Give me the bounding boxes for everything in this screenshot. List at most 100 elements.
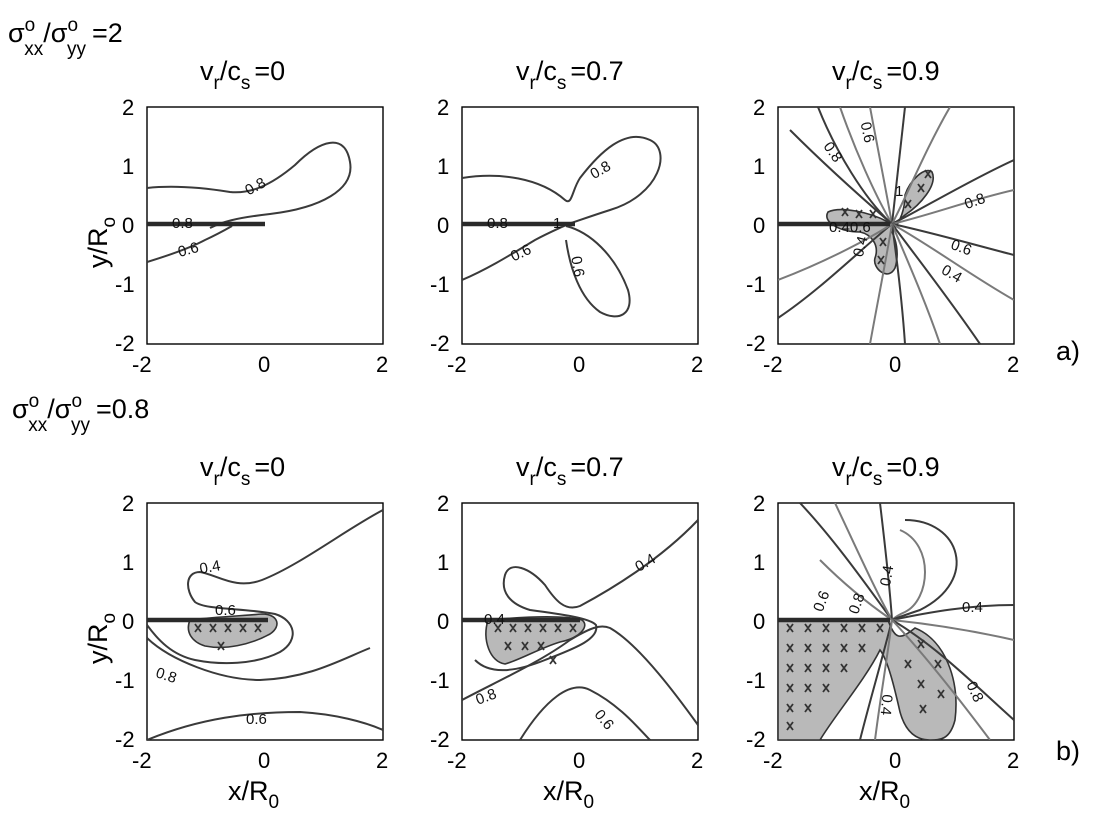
ylabel-row-a: y/Ro xyxy=(83,217,120,268)
contour-line xyxy=(891,529,926,621)
contour-line xyxy=(474,519,698,672)
panel-b2: 0.4 0.4 0.8 0.6 xyxy=(461,502,699,741)
contour-line xyxy=(859,619,893,740)
xtick-label: 2 xyxy=(1007,352,1019,377)
contour-line xyxy=(565,225,631,318)
contour-label: 1 xyxy=(553,215,561,232)
ylabel-row-b: y/Ro xyxy=(83,613,120,664)
contour-label: 0.4 xyxy=(484,611,505,628)
x-marker xyxy=(841,169,932,265)
contour-label: 0.6 xyxy=(949,236,974,259)
xtick-label: 2 xyxy=(376,352,388,377)
contour-line xyxy=(147,509,383,665)
contour-line xyxy=(147,141,352,229)
contour-label: 0.6 xyxy=(857,120,878,144)
xtick-label: 0 xyxy=(573,352,585,377)
panel-b3: 0.4 0.6 0.8 0.4 0.8 0.4 xyxy=(777,502,1015,741)
contour-line xyxy=(519,686,651,740)
x-marker xyxy=(194,623,262,651)
ytick-label: -1 xyxy=(746,272,766,297)
failure-region xyxy=(187,613,278,649)
contour-label: 1 xyxy=(895,183,903,200)
failure-region xyxy=(778,619,957,740)
contour-line xyxy=(891,619,991,740)
row-a-stress-ratio: σo xx/σo yy=2 xyxy=(8,15,123,60)
panel-title-a2: vr/cs =0.7 xyxy=(516,56,624,94)
ytick-label: 2 xyxy=(753,491,765,516)
ytick-label: 0 xyxy=(122,213,134,238)
contour-line xyxy=(891,619,1014,721)
contour-line xyxy=(147,637,371,682)
contour-line xyxy=(891,223,941,344)
contour-line xyxy=(778,223,893,319)
panel-title-b3: vr/cs =0.9 xyxy=(832,452,940,490)
failure-markers xyxy=(786,623,945,731)
ytick-label: -2 xyxy=(430,727,450,752)
contour-line xyxy=(891,519,958,621)
ticks-row-b: 2 1 0 -1 -2 -2 0 2 2 1 0 -1 -2 -2 0 2 2 … xyxy=(115,491,1019,773)
contour-label: 0.4 xyxy=(962,599,983,616)
xlabel-b3: x/R0 xyxy=(859,776,910,813)
panel-a1: 0.8 0.8 0.6 xyxy=(146,106,384,345)
x-marker xyxy=(494,623,577,665)
contour-line xyxy=(891,223,1014,301)
contour-line xyxy=(879,503,893,621)
xtick-label: 2 xyxy=(376,748,388,773)
ytick-label: 2 xyxy=(122,491,134,516)
panel-title-a1: vr/cs =0 xyxy=(200,56,285,94)
contour-label: 0.6 xyxy=(810,589,833,614)
ytick-label: -1 xyxy=(115,668,135,693)
xtick-label: -2 xyxy=(132,748,152,773)
xlabel-b2: x/R0 xyxy=(543,776,594,813)
contour-line xyxy=(834,503,893,621)
contour-line xyxy=(789,129,893,225)
contour-line xyxy=(147,225,233,263)
ytick-label: -2 xyxy=(115,331,135,356)
ytick-label: 0 xyxy=(122,609,134,634)
xtick-label: 0 xyxy=(573,748,585,773)
contour-line xyxy=(891,223,906,344)
xtick-label: 2 xyxy=(1007,748,1019,773)
row-b-stress-ratio: σo xx/σo yy=0.8 xyxy=(12,391,149,436)
contour-line xyxy=(778,223,893,281)
panel-b1: 0.4 0.6 0.8 0.6 xyxy=(146,502,384,741)
contour-line xyxy=(891,223,1014,256)
contour-label: 0.4 xyxy=(877,694,896,716)
ytick-label: -2 xyxy=(746,331,766,356)
failure-markers xyxy=(841,169,932,265)
ytick-label: 2 xyxy=(437,491,449,516)
xtick-label: 0 xyxy=(889,352,901,377)
contour-line xyxy=(891,159,1014,225)
part-label-b: b) xyxy=(1056,736,1080,766)
xtick-label: -2 xyxy=(763,352,783,377)
ytick-label: 0 xyxy=(437,609,449,634)
contour-line xyxy=(891,107,951,225)
ytick-label: 1 xyxy=(437,154,449,179)
ytick-label: 2 xyxy=(122,95,134,120)
xtick-label: 0 xyxy=(889,748,901,773)
ytick-label: -1 xyxy=(746,668,766,693)
contour-line xyxy=(891,619,1014,641)
ytick-label: -1 xyxy=(115,272,135,297)
contour-line xyxy=(874,619,893,740)
contour-line xyxy=(869,223,893,344)
contour-label: 0.6 xyxy=(176,239,201,261)
panel-title-b2: vr/cs =0.7 xyxy=(516,452,624,490)
ytick-label: 0 xyxy=(437,213,449,238)
xlabel-b1: x/R0 xyxy=(228,776,279,813)
panel-a3: 0.8 0.6 1 0.8 0.6 0.4 0.40.6 0.4 xyxy=(777,106,1015,345)
panel-title-a3: vr/cs =0.9 xyxy=(832,56,940,94)
xtick-label: -2 xyxy=(447,748,467,773)
ytick-label: 1 xyxy=(122,154,134,179)
ytick-label: 1 xyxy=(437,550,449,575)
xtick-label: -2 xyxy=(447,352,467,377)
ytick-label: 1 xyxy=(122,550,134,575)
xtick-label: -2 xyxy=(132,352,152,377)
ytick-label: 0 xyxy=(753,213,765,238)
contour-line xyxy=(819,559,893,621)
contour-label: 0.8 xyxy=(962,190,987,213)
part-label-a: a) xyxy=(1056,336,1080,366)
ytick-label: 1 xyxy=(753,550,765,575)
xtick-label: 0 xyxy=(258,748,270,773)
